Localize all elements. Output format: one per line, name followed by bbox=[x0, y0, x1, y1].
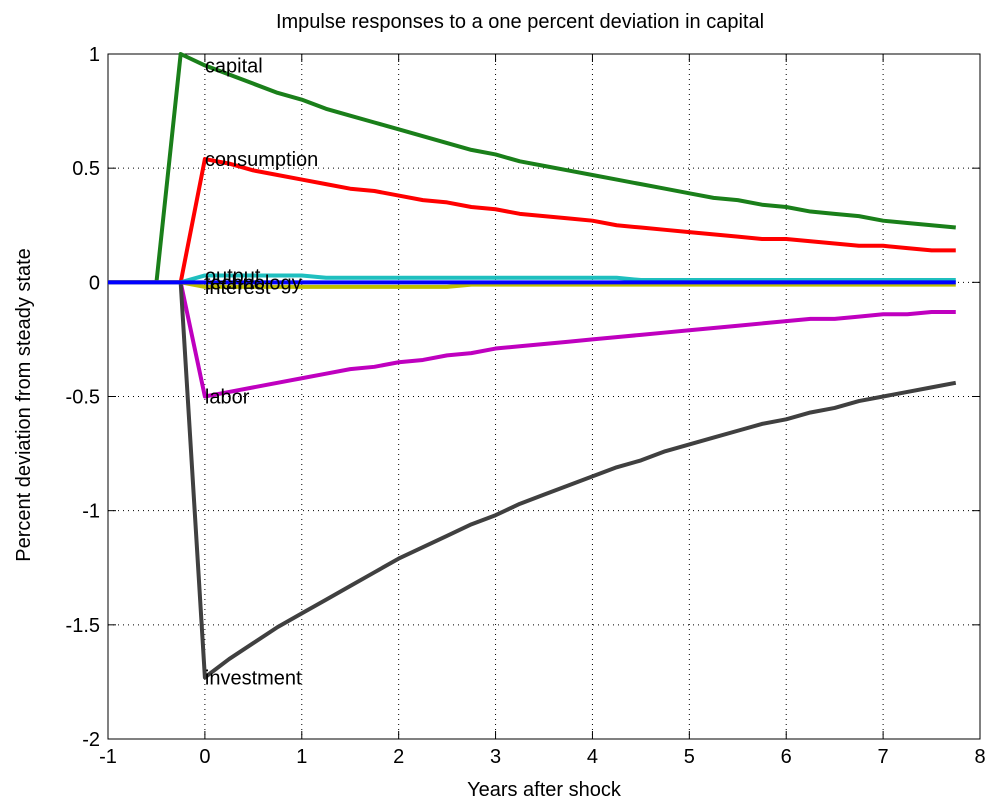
plot-frame bbox=[107, 53, 981, 740]
x-tick-label: -1 bbox=[99, 746, 117, 768]
x-tick-label: 6 bbox=[781, 746, 792, 768]
series-line bbox=[108, 280, 957, 680]
series-label: technology bbox=[205, 272, 302, 294]
y-axis-label: Percent deviation from steady state bbox=[13, 248, 35, 562]
series-label: capital bbox=[205, 55, 263, 77]
x-tick-label: 8 bbox=[974, 746, 985, 768]
x-tick-label: 1 bbox=[296, 746, 307, 768]
series-line bbox=[108, 52, 956, 285]
series-line bbox=[108, 273, 956, 285]
y-tick-label: -2 bbox=[82, 729, 100, 751]
series-label: labor bbox=[205, 387, 250, 409]
series-label: consumption bbox=[205, 149, 318, 171]
y-tick-label: 0 bbox=[89, 272, 100, 294]
x-tick-label: 5 bbox=[684, 746, 695, 768]
series-label: investment bbox=[205, 667, 302, 689]
x-tick-label: 0 bbox=[199, 746, 210, 768]
series-label: output bbox=[205, 265, 261, 287]
x-axis-label: Years after shock bbox=[467, 779, 622, 801]
x-tick-label: 7 bbox=[878, 746, 889, 768]
series-line bbox=[108, 157, 956, 285]
series-line bbox=[108, 280, 956, 399]
series-label: interest bbox=[205, 277, 271, 299]
series-line bbox=[108, 280, 956, 289]
y-tick-label: -0.5 bbox=[66, 387, 100, 409]
x-tick-label: 3 bbox=[490, 746, 501, 768]
y-tick-label: 1 bbox=[89, 44, 100, 66]
y-tick-label: 0.5 bbox=[72, 158, 100, 180]
x-tick-label: 2 bbox=[393, 746, 404, 768]
x-tick-label: 4 bbox=[587, 746, 598, 768]
chart-title: Impulse responses to a one percent devia… bbox=[276, 11, 764, 33]
y-tick-label: -1 bbox=[82, 501, 100, 523]
y-tick-label: -1.5 bbox=[66, 615, 100, 637]
